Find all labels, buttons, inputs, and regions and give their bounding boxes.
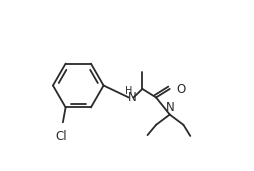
Text: H: H	[125, 86, 132, 96]
Text: N: N	[165, 101, 174, 114]
Text: N: N	[128, 91, 136, 104]
Text: Cl: Cl	[56, 130, 68, 143]
Text: O: O	[177, 83, 186, 96]
